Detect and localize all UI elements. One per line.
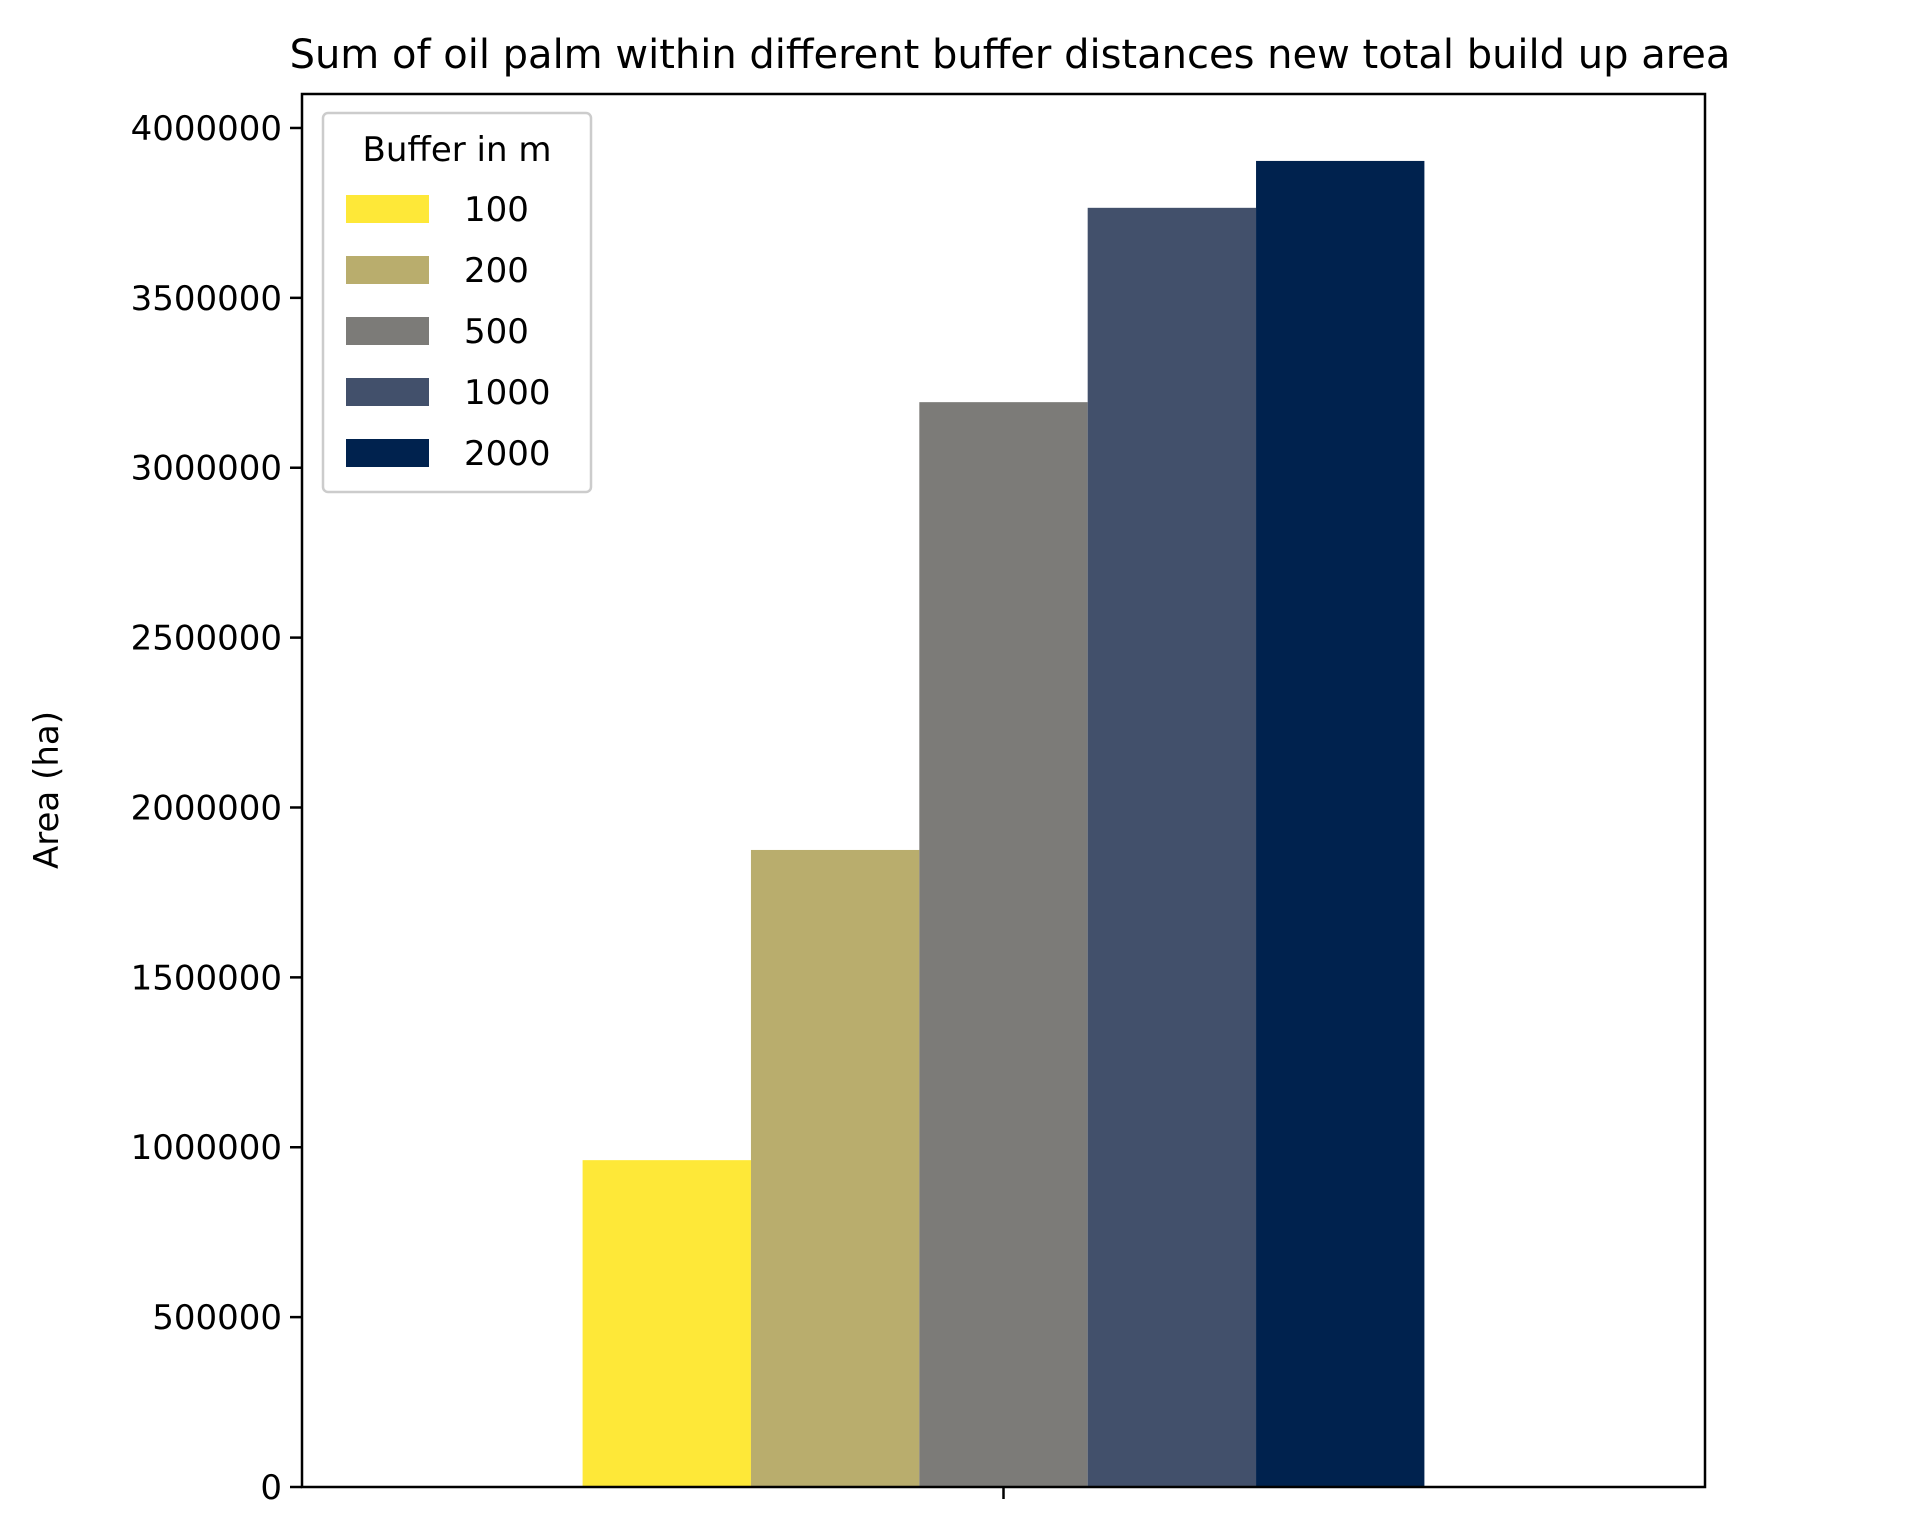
y-tick-label: 1500000 — [131, 958, 282, 998]
legend-swatch-200 — [346, 256, 429, 284]
y-axis-label: Area (ha) — [27, 711, 67, 869]
legend-label-500: 500 — [464, 312, 529, 352]
legend-title: Buffer in m — [363, 130, 552, 170]
bars — [582, 160, 1425, 1488]
bar-200 — [750, 849, 920, 1487]
y-tick-label: 2500000 — [131, 619, 282, 659]
bar-100 — [582, 1160, 751, 1487]
legend-swatch-1000 — [346, 378, 429, 406]
chart-title: Sum of oil palm within different buffer … — [290, 32, 1731, 78]
legend: Buffer in m 100 200 500 1000 2000 — [321, 111, 593, 494]
bar-2000 — [1256, 160, 1425, 1488]
legend-swatch-2000 — [346, 439, 429, 467]
y-tick-label: 0 — [260, 1468, 282, 1508]
legend-swatch-500 — [346, 317, 429, 345]
legend-items: 100 200 500 1000 2000 — [346, 190, 551, 474]
y-tick-label: 3000000 — [131, 449, 282, 489]
legend-label-200: 200 — [464, 251, 529, 291]
y-tick-label: 1000000 — [131, 1128, 282, 1168]
y-tick-label: 500000 — [152, 1298, 282, 1338]
y-tick-label: 3500000 — [131, 279, 282, 319]
legend-label-2000: 2000 — [464, 434, 551, 474]
legend-swatch-100 — [346, 195, 429, 223]
legend-label-100: 100 — [464, 190, 529, 230]
y-tick-label: 2000000 — [131, 788, 282, 828]
bar-1000 — [1087, 207, 1257, 1487]
bar-500 — [919, 402, 1088, 1487]
y-tick-label: 4000000 — [131, 109, 282, 149]
legend-label-1000: 1000 — [464, 373, 551, 413]
y-axis: 0 500000 1000000 1500000 2000000 2500000 30000… — [131, 109, 302, 1508]
